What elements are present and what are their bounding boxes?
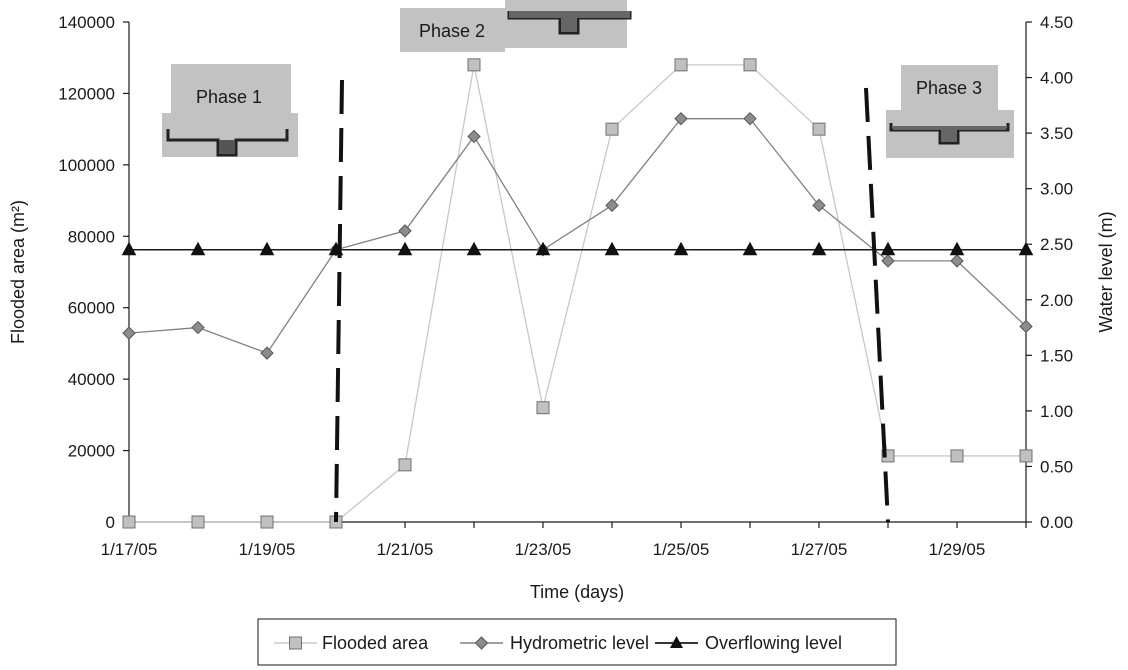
y-left-tick-label: 20000 [68, 442, 115, 461]
phase-boundary-2 [864, 87, 890, 523]
y-right-tick-label: 1.00 [1040, 402, 1073, 421]
legend-flooded-area-label: Flooded area [322, 633, 429, 653]
legend-hydrometric-level-label: Hydrometric level [510, 633, 649, 653]
hydrometric-level-line [128, 118, 1027, 354]
legend-overflowing-level-label: Overflowing level [705, 633, 842, 653]
overflowing-level-point [949, 241, 965, 256]
overflowing-level-point [880, 241, 896, 256]
y-right-tick-label: 0.50 [1040, 457, 1073, 476]
x-tick-label: 1/27/05 [791, 540, 848, 559]
phase-1-inset: Phase 1 [162, 64, 298, 157]
y-right-tick-label: 3.00 [1040, 180, 1073, 199]
overflowing-level-point [466, 241, 482, 256]
flooded-area-line [129, 64, 1026, 523]
phase-3-water-plain [893, 126, 1006, 130]
y-left-tick-label: 40000 [68, 370, 115, 389]
y-left-tick-label: 120000 [58, 84, 115, 103]
x-tick-label: 1/17/05 [101, 540, 158, 559]
hydrometric-level-point [1019, 319, 1033, 334]
overflowing-level-point [190, 241, 206, 256]
overflowing-level-point [604, 241, 620, 256]
y-right-tick-label: 2.50 [1040, 235, 1073, 254]
phase-2-water-plain [509, 11, 630, 18]
phase-3-label-box [901, 65, 998, 113]
phase-1-channel-sketch [166, 129, 289, 157]
flooded-area-point [743, 58, 757, 72]
phase-layer: Phase 1 Phase 2 Phase 3 [162, 0, 1014, 523]
x-tick-label: 1/29/05 [929, 540, 986, 559]
flooded-area-point [467, 58, 481, 72]
phase-3-inset: Phase 3 [886, 65, 1014, 158]
phase-2-water [561, 18, 577, 32]
x-tick-label: 1/25/05 [653, 540, 710, 559]
legend-items: Flooded area Hydrometric level Overflowing… [274, 633, 842, 653]
phase-2-label-box [400, 8, 505, 52]
y-right-tick-label: 3.50 [1040, 124, 1073, 143]
legend: Flooded area Hydrometric level Overflowing… [257, 618, 897, 666]
flooded-area-point [1019, 449, 1033, 463]
y-right-tick-label: 1.50 [1040, 346, 1073, 365]
hydrometric-level-point [398, 224, 412, 238]
flooded-area-point [398, 458, 412, 472]
y-axis-left-title: Flooded area (m²) [8, 200, 28, 344]
ticks-layer: 0 20000 40000 60000 80000 100000 120000 140000 0… [58, 13, 1073, 559]
x-tick-label: 1/23/05 [515, 540, 572, 559]
y-axis-right-title: Water level (m) [1096, 211, 1116, 332]
y-left-tick-label: 80000 [68, 227, 115, 246]
overflowing-level-point [535, 241, 551, 256]
y-right-tick-label: 4.00 [1040, 69, 1073, 88]
legend-flooded-area-marker [289, 636, 302, 650]
y-left-tick-label: 140000 [58, 13, 115, 32]
phase-3-water [941, 130, 957, 142]
series-layer [121, 58, 1034, 529]
y-right-tick-label: 2.00 [1040, 291, 1073, 310]
flooded-area-point [122, 515, 136, 529]
phase-1-label: Phase 1 [196, 87, 262, 107]
hydrometric-level-point [467, 129, 481, 144]
flooded-area-point [950, 449, 964, 463]
flooded-area-point [536, 401, 550, 415]
flooded-area-point [605, 122, 619, 136]
phase-2-inset: Phase 2 [400, 0, 632, 52]
phase-1-water [219, 140, 235, 154]
legend-box [257, 618, 897, 666]
phase-2-label: Phase 2 [419, 21, 485, 41]
flooded-area-point [191, 515, 205, 529]
y-left-tick-label: 100000 [58, 156, 115, 175]
overflowing-level-point [259, 241, 275, 256]
hydrometric-level-point [191, 320, 205, 335]
overflowing-level-point [811, 241, 827, 256]
legend-overflowing-level-marker [670, 636, 683, 648]
hydrometric-level-point [260, 346, 274, 360]
hydrometric-level-point [812, 198, 826, 213]
overflowing-level-point [673, 241, 689, 256]
overflowing-level-point [397, 241, 413, 256]
phase-boundary-1 [334, 79, 344, 523]
overflowing-level-point [742, 241, 758, 256]
y-left-tick-label: 60000 [68, 299, 115, 318]
phase-3-label: Phase 3 [916, 78, 982, 98]
flooded-area-point [674, 58, 688, 72]
hydrometric-level-point [743, 111, 757, 126]
hydrometric-level-point [881, 254, 895, 268]
y-right-tick-label: 4.50 [1040, 13, 1073, 32]
flooded-area-point [812, 122, 826, 136]
phase-1-label-box [171, 64, 291, 116]
overflowing-level-point [121, 241, 137, 256]
x-tick-label: 1/21/05 [377, 540, 434, 559]
hydrometric-level-point [950, 254, 964, 268]
overflowing-level-point [1018, 241, 1034, 256]
flooded-area-point [260, 515, 274, 529]
hydrometric-level-point [122, 326, 136, 340]
y-right-tick-label: 0.00 [1040, 513, 1073, 532]
x-tick-label: 1/19/05 [239, 540, 296, 559]
hydrometric-level-point [605, 198, 619, 213]
y-left-tick-label: 0 [106, 513, 115, 532]
legend-hydrometric-level-marker [474, 636, 489, 650]
hydrometric-level-point [674, 111, 688, 126]
x-axis-title: Time (days) [530, 582, 624, 602]
